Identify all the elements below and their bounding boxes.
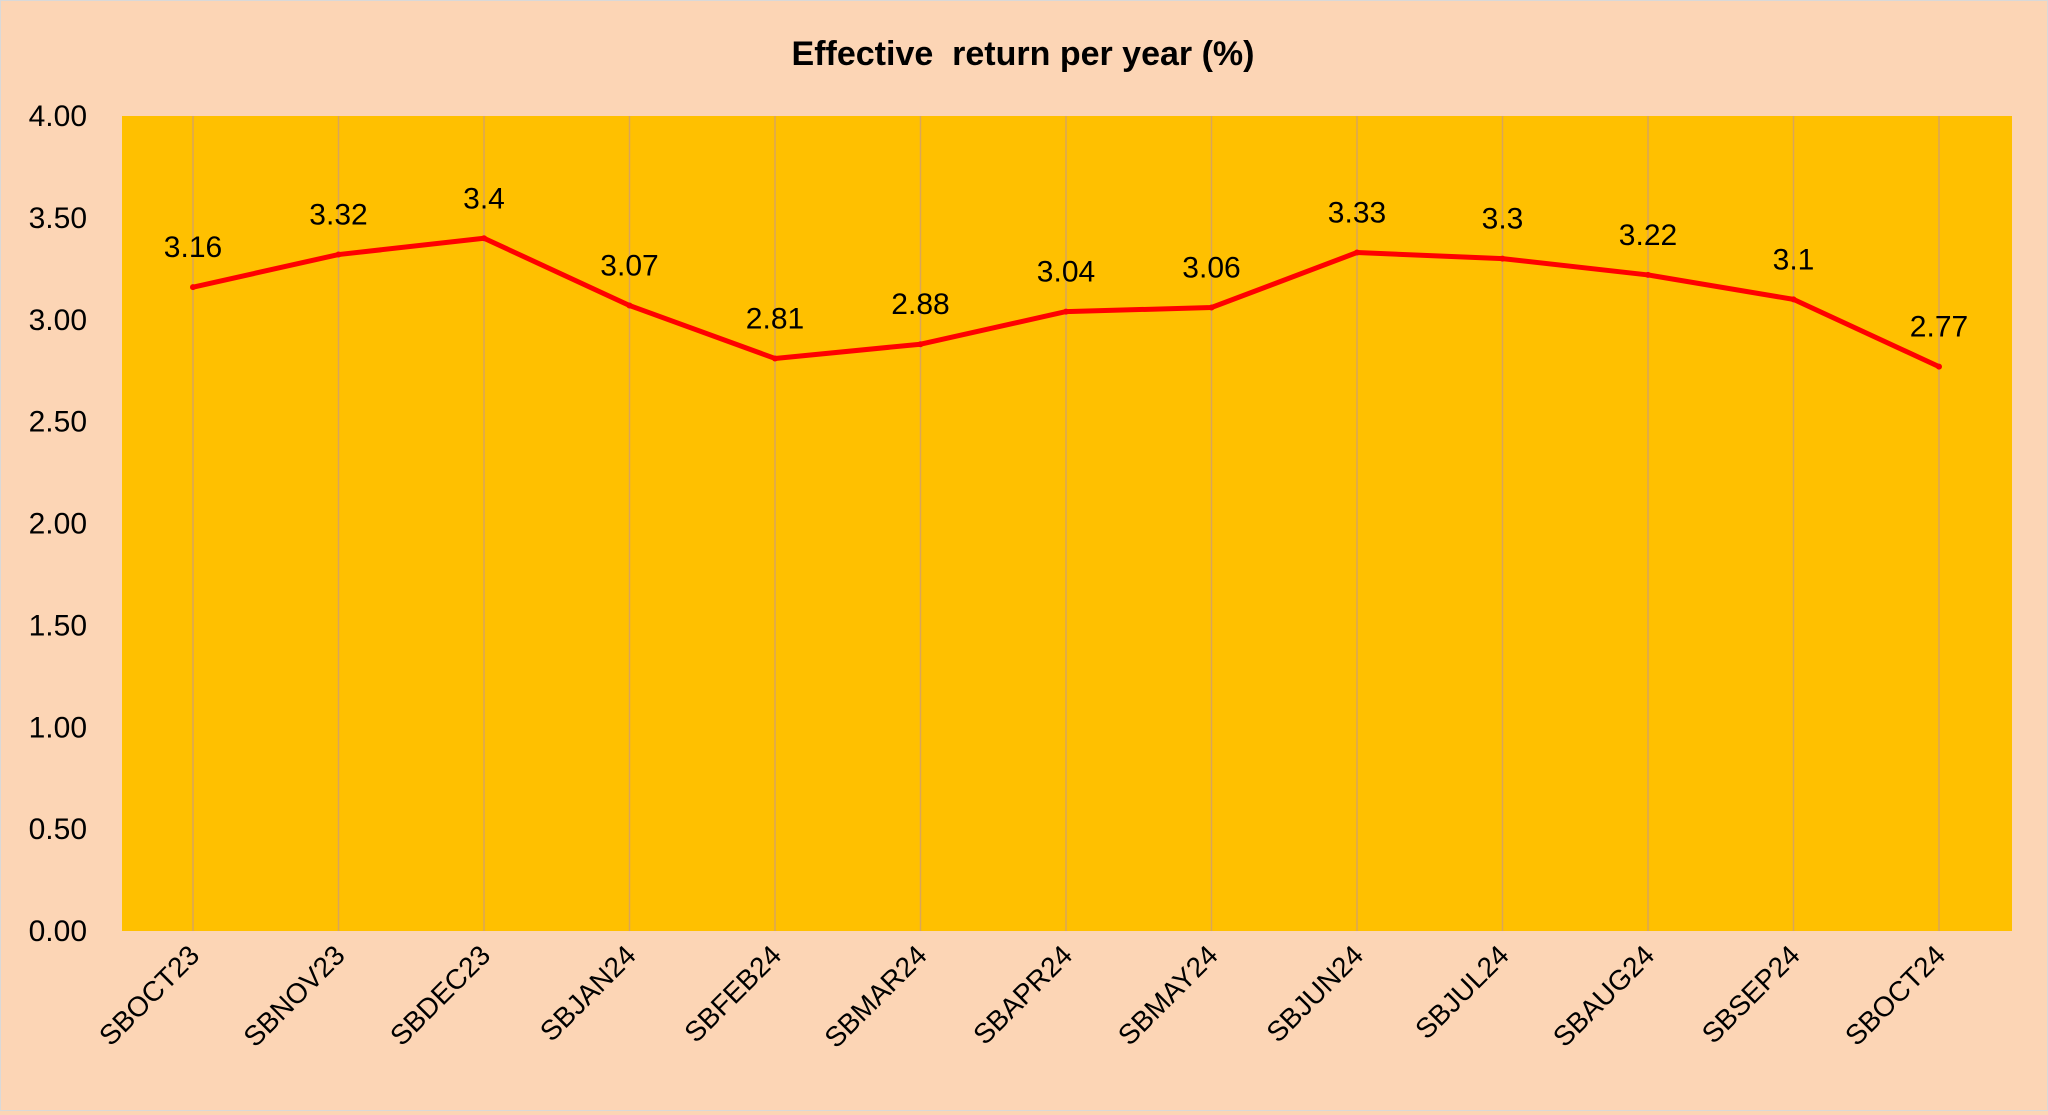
y-tick-label: 0.50 xyxy=(29,813,87,846)
x-tick-label: SBDEC23 xyxy=(384,939,496,1051)
data-point xyxy=(1063,308,1069,315)
data-point xyxy=(917,341,924,348)
x-tick-label: SBFEB24 xyxy=(678,939,787,1048)
data-point xyxy=(1499,255,1506,262)
data-label: 3.07 xyxy=(600,249,658,282)
data-label: 3.1 xyxy=(1773,243,1815,276)
data-point xyxy=(1936,363,1942,370)
y-tick-label: 3.00 xyxy=(29,304,87,337)
x-tick-label: SBJAN24 xyxy=(534,939,642,1047)
data-label: 3.04 xyxy=(1037,256,1095,289)
data-label: 2.88 xyxy=(891,288,949,321)
data-label: 3.33 xyxy=(1328,197,1386,230)
data-label: 3.4 xyxy=(463,182,505,215)
y-tick-label: 1.00 xyxy=(29,711,87,744)
y-tick-label: 4.00 xyxy=(29,100,87,133)
data-point xyxy=(1790,296,1797,303)
chart-title: Effective return per year (%) xyxy=(792,35,1255,73)
y-tick-label: 3.50 xyxy=(29,202,87,235)
x-tick-label: SBJUL24 xyxy=(1409,939,1515,1045)
data-label: 2.81 xyxy=(746,302,804,335)
data-label: 3.16 xyxy=(164,231,222,264)
x-tick-label: SBOCT23 xyxy=(93,939,205,1051)
y-tick-label: 1.50 xyxy=(29,609,87,642)
x-tick-label: SBNOV23 xyxy=(237,939,350,1052)
x-tick-label: SBJUN24 xyxy=(1260,939,1369,1048)
x-tick-label: SBMAY24 xyxy=(1112,939,1224,1051)
data-label: 3.22 xyxy=(1619,219,1677,252)
y-tick-label: 0.00 xyxy=(29,915,87,948)
x-tick-label: SBSEP24 xyxy=(1696,939,1806,1049)
x-tick-label: SBMAR24 xyxy=(818,939,932,1053)
data-point xyxy=(481,235,487,242)
data-point xyxy=(1645,271,1651,278)
vertical-gridlines xyxy=(192,116,1940,931)
x-tick-label: SBOCT24 xyxy=(1839,939,1951,1051)
data-label: 3.06 xyxy=(1182,252,1240,285)
data-point xyxy=(190,284,196,291)
data-point xyxy=(772,355,778,362)
plot-area xyxy=(122,116,2012,931)
data-labels: 3.16 3.32 3.4 3.07 2.81 2.88 3.04 3.06 3.33 3.3 3.… xyxy=(164,182,1968,343)
y-tick-label: 2.00 xyxy=(29,508,87,541)
data-label: 3.32 xyxy=(309,199,367,232)
data-point xyxy=(626,302,633,309)
data-label: 2.77 xyxy=(1910,311,1968,344)
data-point xyxy=(1208,304,1215,311)
series-line-layer xyxy=(190,235,1942,370)
data-point xyxy=(335,251,342,258)
x-tick-label: SBAUG24 xyxy=(1547,939,1660,1052)
x-tick-label: SBAPR24 xyxy=(967,939,1078,1050)
data-label: 3.3 xyxy=(1482,203,1524,236)
y-tick-label: 2.50 xyxy=(29,406,87,439)
data-point xyxy=(1354,249,1360,256)
